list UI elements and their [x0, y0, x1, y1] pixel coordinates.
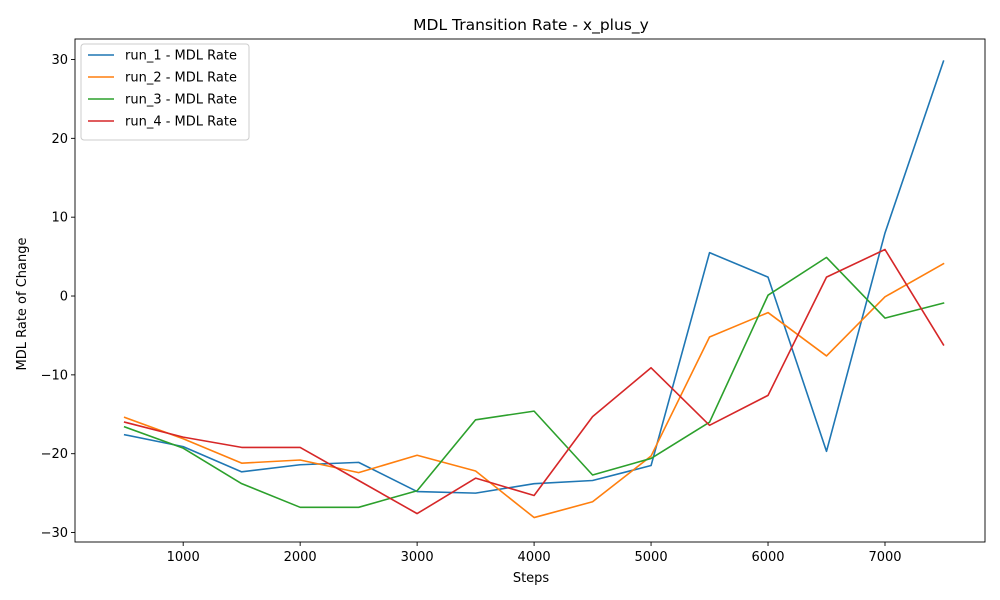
y-tick-label: −30	[41, 526, 68, 541]
series-line-4	[123, 248, 945, 515]
x-tick-label: 5000	[635, 550, 668, 565]
y-tick-label: −20	[41, 447, 68, 462]
legend-label-3: run_3 - MDL Rate	[125, 93, 237, 108]
legend-label-2: run_2 - MDL Rate	[125, 71, 237, 86]
x-tick-label: 1000	[167, 550, 200, 565]
axes-frame	[74, 38, 986, 543]
series-line-1	[123, 60, 945, 494]
x-tick-label: 4000	[518, 550, 551, 565]
series-line-2	[123, 262, 945, 519]
x-tick-label: 3000	[401, 550, 434, 565]
y-axis-label: MDL Rate of Change	[15, 238, 30, 371]
legend-box	[80, 43, 250, 141]
legend: run_1 - MDL Rate run_2 - MDL Rate run_3 - …	[80, 43, 250, 141]
x-axis-label: Steps	[513, 571, 550, 586]
y-tick-label: −10	[41, 368, 68, 383]
y-tick-label: 0	[60, 290, 68, 305]
plot-area: 1000 2000 3000 4000 5000 6000 7000 −30 −20 −10 0 10…	[41, 38, 986, 565]
y-tick-label: 10	[51, 211, 68, 226]
legend-label-1: run_1 - MDL Rate	[125, 49, 237, 64]
legend-label-4: run_4 - MDL Rate	[125, 115, 237, 130]
y-tick-label: 20	[51, 132, 68, 147]
series-line-3	[123, 256, 945, 509]
y-tick-label: 30	[51, 53, 68, 68]
x-tick-label: 7000	[868, 550, 901, 565]
x-tick-label: 6000	[751, 550, 784, 565]
chart-title: MDL Transition Rate - x_plus_y	[413, 16, 649, 35]
x-tick-label: 2000	[284, 550, 317, 565]
